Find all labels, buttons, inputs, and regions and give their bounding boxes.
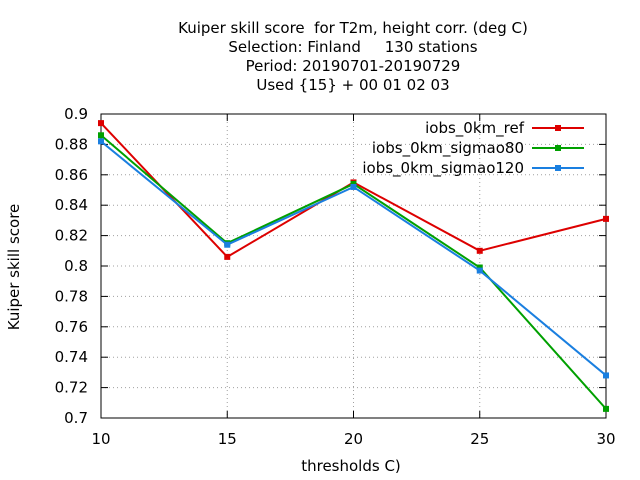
x-tick-label: 15 (218, 430, 237, 448)
x-axis-label: thresholds C) (301, 457, 401, 475)
grid-lines (101, 114, 606, 418)
title-line-2: Selection: Finland 130 stations (228, 38, 478, 56)
legend: iobs_0km_refiobs_0km_sigmao80iobs_0km_si… (362, 119, 584, 178)
title-line-1: Kuiper skill score for T2m, height corr.… (178, 19, 528, 37)
y-tick-label: 0.86 (55, 166, 88, 184)
y-tick-label: 0.7 (64, 409, 88, 427)
axes: 0.7 0.72 0.74 0.76 0.78 0.8 0.82 0.84 0.86 0.88 0.… (55, 105, 616, 448)
title-line-3: Period: 20190701-20190729 (245, 57, 461, 75)
series-line-iobs_0km_sigmao80 (100, 134, 607, 410)
data-point (98, 120, 104, 127)
x-tick-label: 25 (470, 430, 489, 448)
data-point (476, 267, 483, 274)
data-point (350, 180, 357, 187)
data-point (603, 405, 609, 412)
x-tick-label: 30 (596, 430, 615, 448)
y-tick-label: 0.72 (55, 379, 88, 397)
plot-frame (100, 113, 607, 419)
legend-label: iobs_0km_sigmao120 (362, 159, 524, 178)
y-axis-label: Kuiper skill score (5, 204, 23, 331)
legend-swatch-marker (555, 145, 561, 151)
data-point (603, 215, 609, 222)
legend-swatch-marker (555, 125, 561, 131)
y-tick-label: 0.9 (64, 105, 88, 123)
data-point (350, 183, 357, 190)
title-line-4: Used {15} + 00 01 02 03 (256, 76, 450, 94)
data-point (476, 264, 483, 271)
y-tick-label: 0.76 (55, 318, 88, 336)
legend-label: iobs_0km_sigmao80 (372, 139, 524, 158)
data-point (476, 247, 483, 254)
x-tick-label: 10 (91, 430, 110, 448)
y-tick-label: 0.8 (64, 257, 88, 275)
data-point (224, 253, 231, 260)
data-point (224, 241, 231, 248)
y-tick-label: 0.82 (55, 227, 88, 245)
data-series (98, 120, 609, 412)
legend-swatch-marker (555, 165, 561, 171)
y-tick-label: 0.84 (55, 196, 88, 214)
data-point (603, 372, 609, 379)
legend-label: iobs_0km_ref (425, 119, 525, 138)
data-point (98, 132, 104, 139)
y-tick-label: 0.78 (55, 287, 88, 305)
y-tick-label: 0.88 (55, 135, 88, 153)
x-tick-label: 20 (344, 430, 363, 448)
data-point (98, 138, 104, 145)
y-tick-label: 0.74 (55, 348, 88, 366)
